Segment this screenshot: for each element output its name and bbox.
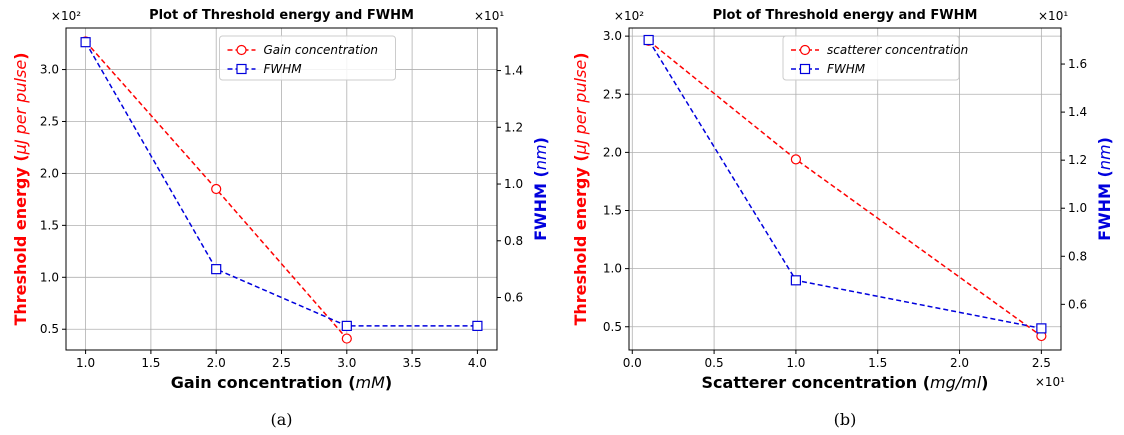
legend-label: FWHM [264, 62, 303, 76]
chart-title: Plot of Threshold energy and FWHM [713, 8, 978, 23]
chart-b: 0.0 0.5 1.0 1.5 2.0 2.5 0.5 1.0 1.5 2.0 2.5 3.0 0.6 0… [571, 8, 1114, 429]
y-right-tick-label: 1.6 [1068, 57, 1087, 71]
x-tick-label: 0.0 [623, 356, 642, 370]
legend-label: scatterer concentration [827, 43, 968, 57]
y-right-multiplier: ×10¹ [1038, 9, 1068, 23]
x-tick-label: 2.5 [272, 356, 291, 370]
y-left-tick-label: 3.0 [603, 29, 622, 43]
legend-marker [236, 44, 247, 56]
figure-caption: (a) [270, 410, 292, 429]
y-left-tick-label: 2.5 [40, 114, 59, 128]
y-left-axis-label: Threshold energy (μJ per pulse) [11, 52, 30, 325]
y-left-tick-label: 1.0 [40, 270, 59, 284]
series-line-1 [84, 41, 478, 327]
legend-marker [236, 63, 247, 75]
y-right-tick-label: 1.4 [504, 64, 523, 78]
y-left-tick-label: 0.5 [603, 320, 622, 334]
chart-a: 1.0 1.5 2.0 2.5 3.0 3.5 4.0 0.5 1.0 1.5 2.0 2.5 3.0 0… [11, 8, 550, 429]
x-tick-label: 2.5 [1032, 356, 1051, 370]
figure-caption: (b) [834, 410, 857, 429]
plot-frame [628, 27, 1062, 351]
x-tick-label: 3.5 [403, 356, 422, 370]
y-right-tick-label: 1.0 [504, 177, 523, 191]
series-line-0 [85, 41, 348, 340]
y-left-tick-label: 3.0 [40, 63, 59, 77]
series-0-point [211, 183, 222, 195]
x-tick-label: 4.0 [468, 356, 487, 370]
series-1-point [790, 275, 802, 286]
y-left-tick-label: 0.5 [40, 322, 59, 336]
y-right-tick-label: 0.6 [504, 291, 523, 305]
series-1-point [211, 264, 222, 275]
x-tick-label: 0.5 [705, 356, 724, 370]
y-right-tick-label: 0.8 [504, 234, 523, 248]
y-right-tick-label: 0.8 [1068, 249, 1087, 263]
x-tick-label: 1.5 [141, 356, 160, 370]
legend-box [219, 35, 396, 81]
series-line-1 [647, 39, 1042, 330]
legend-marker [799, 63, 811, 75]
x-tick-label: 2.0 [207, 356, 226, 370]
y-left-tick-label: 2.5 [603, 87, 622, 101]
y-left-multiplier: ×10² [614, 9, 644, 23]
y-right-tick-label: 1.0 [1068, 201, 1087, 215]
series-1-point [1036, 323, 1047, 334]
y-right-tick-label: 1.4 [1068, 105, 1087, 119]
y-right-axis-label: FWHM (nm) [531, 137, 550, 241]
y-right-multiplier: ×10¹ [474, 9, 504, 23]
y-left-tick-label: 2.0 [40, 166, 59, 180]
series-1-point [472, 320, 483, 331]
y-left-multiplier: ×10² [51, 9, 81, 23]
y-left-tick-label: 1.5 [603, 204, 622, 218]
y-right-tick-label: 0.6 [1068, 297, 1087, 311]
x-axis-label: Gain concentration (mM) [171, 373, 392, 392]
y-right-tick-label: 1.2 [1068, 153, 1087, 167]
series-line-0 [648, 40, 1042, 337]
x-tick-label: 1.5 [868, 356, 887, 370]
legend-marker [799, 44, 811, 56]
legend-label: Gain concentration [264, 43, 379, 57]
legend-box [782, 35, 960, 81]
legend-label: FWHM [827, 62, 866, 76]
series-1-point [341, 320, 352, 331]
y-left-tick-label: 2.0 [603, 145, 622, 159]
series-0-point [341, 333, 352, 344]
x-tick-label: 1.0 [786, 356, 805, 370]
series-1-point [643, 34, 654, 46]
chart-title: Plot of Threshold energy and FWHM [149, 8, 414, 23]
x-tick-label: 3.0 [337, 356, 356, 370]
series-0-point [790, 154, 802, 165]
series-1-point [80, 37, 91, 48]
y-right-tick-label: 1.2 [504, 120, 523, 134]
x-tick-label: 2.0 [950, 356, 969, 370]
y-left-tick-label: 1.5 [40, 218, 59, 232]
x-axis-label: Scatterer concentration (mg/ml) [702, 373, 989, 392]
y-right-axis-label: FWHM (nm) [1095, 137, 1114, 241]
x-multiplier: ×10¹ [1035, 375, 1065, 389]
x-tick-label: 1.0 [76, 356, 95, 370]
y-left-axis-label: Threshold energy (μJ per pulse) [571, 52, 590, 325]
y-left-tick-label: 1.0 [603, 262, 622, 276]
